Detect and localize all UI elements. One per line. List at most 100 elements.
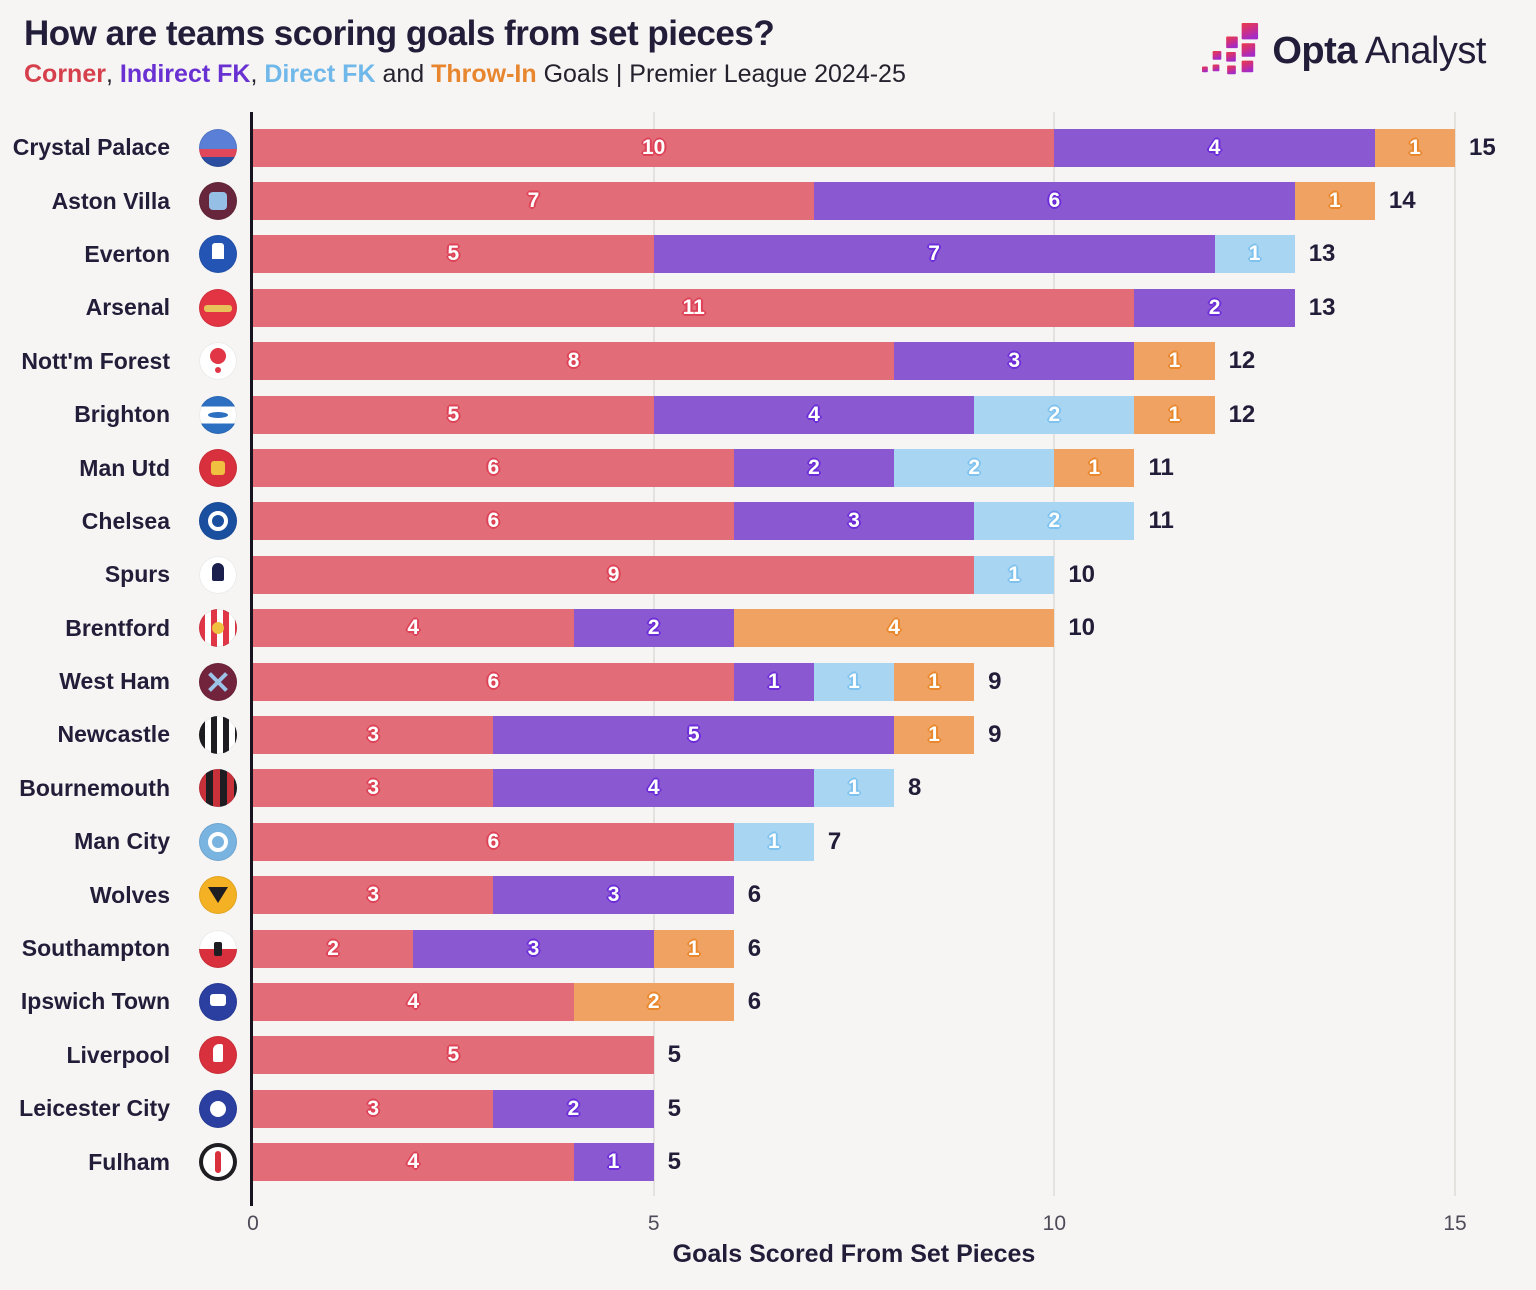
segment-indirect_fk: 3 xyxy=(894,342,1135,381)
segment-value: 11 xyxy=(682,295,705,319)
segment-indirect_fk: 2 xyxy=(1134,288,1295,327)
chart-rows: Crystal Palace 10 4 1 15 Aston Villa 7 6 1 14 Ever… xyxy=(0,121,1536,1189)
total-label: 6 xyxy=(747,934,762,962)
y-axis-line xyxy=(250,112,253,1206)
team-row-spurs: Spurs 9 1 10 xyxy=(0,548,1536,601)
team-row-fulham: Fulham 4 1 5 xyxy=(0,1135,1536,1188)
segment-value: 4 xyxy=(808,402,820,426)
stacked-bar: 3 2 5 xyxy=(253,1089,681,1128)
stacked-bar: 6 2 2 1 11 xyxy=(253,449,1174,488)
stacked-bar: 4 1 5 xyxy=(253,1143,681,1182)
team-row-chelsea: Chelsea 6 3 2 11 xyxy=(0,495,1536,548)
newcastle-crest-icon xyxy=(198,715,237,754)
segment-value: 3 xyxy=(607,883,620,907)
segment-value: 1 xyxy=(1168,349,1181,373)
x-tick-0: 0 xyxy=(247,1212,259,1235)
segment-value: 10 xyxy=(641,135,666,159)
legend-separator: , xyxy=(250,60,265,88)
x-axis-title: Goals Scored From Set Pieces xyxy=(672,1240,1036,1268)
segment-corner: 3 xyxy=(253,715,494,754)
segment-value: 2 xyxy=(1048,509,1061,533)
segment-value: 1 xyxy=(1409,135,1421,159)
segment-indirect_fk: 6 xyxy=(813,182,1295,221)
segment-value: 6 xyxy=(487,829,500,853)
ipswich-town-crest-icon xyxy=(198,982,237,1021)
team-label: Aston Villa xyxy=(51,187,170,214)
segment-value: 2 xyxy=(567,1096,580,1120)
segment-corner: 6 xyxy=(253,662,734,701)
segment-value: 6 xyxy=(1048,189,1061,213)
total-label: 6 xyxy=(747,881,762,909)
team-label: Man City xyxy=(74,828,170,855)
segment-corner: 6 xyxy=(253,502,734,541)
segment-corner: 5 xyxy=(253,235,654,274)
segment-direct_fk: 1 xyxy=(733,822,814,861)
segment-value: 2 xyxy=(327,936,339,960)
opta-stairs-icon xyxy=(1202,22,1259,75)
segment-indirect_fk: 3 xyxy=(733,502,975,541)
everton-crest-box xyxy=(182,235,253,274)
team-row-leicester-city: Leicester City 3 2 5 xyxy=(0,1082,1536,1135)
segment-value: 4 xyxy=(407,989,420,1013)
bournemouth-crest-icon xyxy=(198,769,237,808)
total-label: 14 xyxy=(1388,187,1416,215)
team-row-crystal-palace: Crystal Palace 10 4 1 15 xyxy=(0,121,1536,174)
segment-value: 8 xyxy=(567,349,580,373)
brentford-crest-box xyxy=(182,609,253,648)
total-label: 12 xyxy=(1228,400,1256,428)
team-row-brighton: Brighton 5 4 2 1 12 xyxy=(0,388,1536,441)
stacked-bar: 3 5 1 9 xyxy=(253,715,1002,754)
segment-indirect_fk: 4 xyxy=(493,769,814,808)
total-label: 10 xyxy=(1068,614,1096,642)
total-label: 5 xyxy=(667,1041,682,1069)
segment-direct_fk: 1 xyxy=(813,769,895,808)
segment-corner: 11 xyxy=(253,288,1135,327)
segment-value: 6 xyxy=(487,669,500,693)
southampton-crest-box xyxy=(182,929,253,968)
segment-indirect_fk: 1 xyxy=(573,1143,654,1182)
segment-direct_fk: 1 xyxy=(813,662,895,701)
team-label: Chelsea xyxy=(81,507,170,534)
brighton-crest-icon xyxy=(198,395,237,434)
stacked-bar: 6 1 7 xyxy=(253,822,841,861)
total-label: 13 xyxy=(1308,240,1336,268)
segment-value: 1 xyxy=(768,829,780,853)
total-label: 11 xyxy=(1148,507,1174,535)
segment-value: 1 xyxy=(687,936,700,960)
fulham-crest-box xyxy=(182,1143,253,1182)
segment-corner: 6 xyxy=(253,822,734,861)
total-label: 12 xyxy=(1228,347,1256,375)
stacked-bar: 2 3 1 6 xyxy=(253,929,762,968)
segment-direct_fk: 2 xyxy=(974,395,1135,434)
everton-crest-icon xyxy=(198,235,237,274)
segment-throw_in: 1 xyxy=(1134,395,1215,434)
stacked-bar: 6 3 2 11 xyxy=(253,502,1174,541)
segment-value: 2 xyxy=(647,616,660,640)
team-label: Man Utd xyxy=(79,454,170,481)
total-label: 10 xyxy=(1068,560,1096,588)
segment-value: 5 xyxy=(447,242,460,266)
segment-indirect_fk: 3 xyxy=(493,876,734,915)
stacked-bar: 9 1 10 xyxy=(253,555,1096,594)
team-row-ipswich-town: Ipswich Town 4 2 6 xyxy=(0,975,1536,1028)
liverpool-crest-box xyxy=(182,1036,253,1075)
southampton-crest-icon xyxy=(198,929,237,968)
team-label: Brighton xyxy=(74,401,170,428)
legend-rest: Goals | Premier League 2024-25 xyxy=(536,60,906,88)
segment-value: 3 xyxy=(367,883,380,907)
segment-value: 1 xyxy=(1088,456,1101,480)
segment-value: 1 xyxy=(928,669,940,693)
segment-direct_fk: 1 xyxy=(1214,235,1295,274)
team-row-newcastle: Newcastle 3 5 1 9 xyxy=(0,708,1536,761)
segment-indirect_fk: 2 xyxy=(733,449,895,488)
page-title: How are teams scoring goals from set pie… xyxy=(24,14,775,53)
west-ham-crest-icon xyxy=(198,662,237,701)
segment-throw_in: 1 xyxy=(894,662,975,701)
arsenal-crest-icon xyxy=(198,288,237,327)
segment-value: 7 xyxy=(527,189,540,213)
segment-corner: 3 xyxy=(253,876,494,915)
segment-throw_in: 2 xyxy=(573,982,734,1021)
segment-corner: 4 xyxy=(253,1143,574,1182)
